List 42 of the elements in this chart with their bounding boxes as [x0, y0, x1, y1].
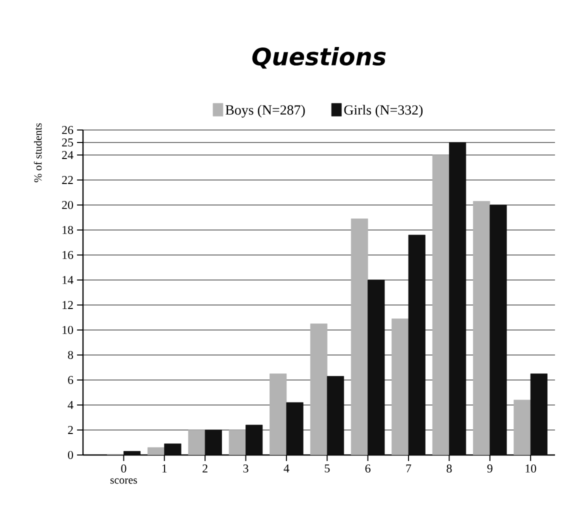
x-tick-label: 8: [446, 464, 452, 473]
x-tick-label: 1: [162, 464, 167, 472]
bar: [368, 280, 385, 455]
x-tick-label: 9: [487, 464, 492, 473]
x-tick-label: 5: [324, 464, 330, 472]
y-axis-title: % of students: [34, 123, 42, 182]
bar: [408, 234, 426, 455]
x-tick-label: 10: [526, 464, 536, 473]
x-tick-label: 6: [365, 464, 370, 473]
y-tick-label: 6: [68, 376, 74, 384]
x-tick-label: 0: [121, 464, 126, 473]
y-tick-label: 4: [68, 401, 74, 409]
bar: [449, 142, 466, 455]
chart-title: Questions: [252, 47, 386, 69]
y-tick-label: 10: [62, 326, 74, 334]
bar: [164, 444, 182, 455]
y-tick-label: 0: [68, 450, 74, 460]
y-tick-label: 16: [62, 250, 74, 259]
y-tick-label: 14: [62, 276, 74, 284]
bar: [490, 204, 507, 455]
x-tick-label: 2: [202, 464, 208, 472]
y-tick-label: 8: [68, 350, 74, 360]
bar: [246, 424, 263, 455]
bar: [124, 451, 141, 455]
y-tick-label: 25: [62, 138, 74, 146]
x-tick-label: 7: [406, 464, 412, 472]
bar: [204, 430, 222, 455]
x-tick-label: 3: [243, 464, 248, 473]
bar: [326, 376, 344, 455]
y-tick-label: 26: [62, 126, 74, 134]
y-tick-label: 18: [62, 226, 74, 234]
y-tick-label: 2: [68, 426, 73, 434]
bar: [286, 402, 304, 455]
legend-label: Boys (N=287): [226, 104, 305, 118]
y-tick-label: 20: [62, 200, 74, 210]
y-tick-label: 24: [62, 151, 74, 159]
y-tick-label: 22: [62, 176, 73, 184]
y-tick-label: 12: [62, 301, 73, 309]
bar: [530, 374, 548, 455]
x-axis-title: scores: [110, 478, 137, 484]
x-tick-label: 4: [284, 464, 290, 472]
legend-label: Girls (N=332): [344, 104, 423, 118]
